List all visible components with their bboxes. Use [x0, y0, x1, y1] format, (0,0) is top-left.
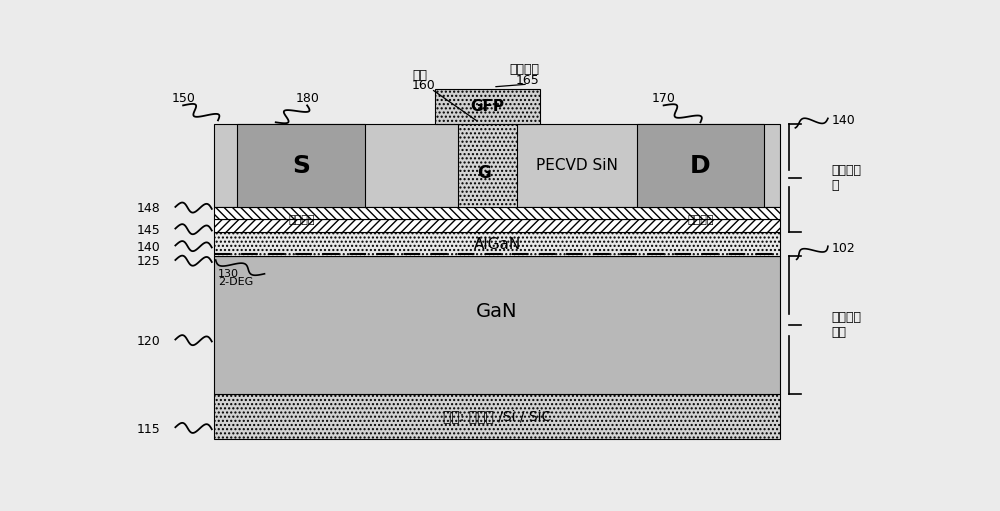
Text: 148: 148 — [137, 202, 160, 215]
Text: 基底: 蓝宝石 /Si / SiC: 基底: 蓝宝石 /Si / SiC — [443, 409, 551, 424]
Bar — [214, 219, 780, 233]
Text: GaN: GaN — [476, 303, 518, 321]
Text: 单沉积多
层: 单沉积多 层 — [832, 165, 862, 192]
Bar — [458, 124, 517, 207]
Text: 160: 160 — [412, 79, 435, 92]
Text: G: G — [477, 165, 491, 182]
Text: 栅极场板: 栅极场板 — [509, 63, 539, 76]
Text: 120: 120 — [137, 335, 160, 348]
Text: 栅极: 栅极 — [412, 68, 427, 82]
Text: 整体外延
晶圆: 整体外延 晶圆 — [832, 311, 862, 339]
Bar — [214, 394, 780, 439]
Text: 180: 180 — [295, 92, 319, 105]
Text: PECVD SiN: PECVD SiN — [536, 158, 618, 173]
Bar — [435, 89, 540, 124]
Text: 115: 115 — [137, 423, 160, 436]
Text: 欧姆金属: 欧姆金属 — [687, 215, 714, 225]
Text: 150: 150 — [171, 92, 195, 105]
Text: 欧姆金属: 欧姆金属 — [288, 215, 315, 225]
Text: AlGaN: AlGaN — [473, 237, 521, 252]
Text: 140: 140 — [137, 241, 160, 254]
Bar — [214, 124, 780, 207]
Bar — [237, 124, 365, 207]
Text: GFP: GFP — [471, 99, 505, 114]
Bar — [637, 124, 764, 207]
Text: 125: 125 — [137, 256, 160, 268]
Text: S: S — [292, 154, 310, 178]
Text: 102: 102 — [832, 242, 856, 254]
Text: 145: 145 — [137, 224, 160, 237]
Bar — [214, 256, 780, 394]
Text: D: D — [690, 154, 711, 178]
Bar — [214, 233, 780, 256]
Text: 165: 165 — [516, 75, 540, 87]
Text: 140: 140 — [832, 114, 856, 127]
Text: 2-DEG: 2-DEG — [218, 276, 253, 287]
Bar — [214, 207, 780, 219]
Text: 170: 170 — [652, 92, 676, 105]
Text: 130: 130 — [218, 269, 239, 279]
